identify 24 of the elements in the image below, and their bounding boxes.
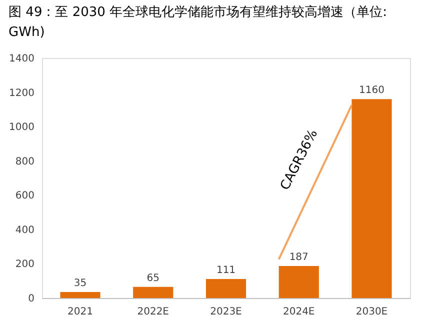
y-tick-label: 1200 — [9, 88, 34, 99]
y-tick-label: 200 — [15, 259, 34, 270]
data-label: 65 — [146, 272, 160, 284]
x-tick-label: 2021 — [68, 306, 93, 318]
data-label: 111 — [216, 264, 236, 276]
x-tick-label: 2022E — [137, 306, 170, 318]
y-tick-label: 600 — [15, 190, 34, 202]
y-tick-label: 800 — [15, 156, 34, 168]
y-tick-label: 1400 — [9, 54, 34, 64]
x-tick-label: 2030E — [356, 306, 388, 318]
y-tick-label: 0 — [28, 294, 34, 304]
y-tick-label: 1000 — [9, 122, 34, 134]
data-label: 187 — [289, 252, 308, 263]
bar — [206, 278, 246, 298]
chart-title: 图 49：至 2030 年全球电化学储能市场有望维持较高增速（单位: GWh) — [8, 4, 387, 40]
y-tick-label: 400 — [15, 224, 34, 236]
bar — [60, 292, 100, 298]
data-label: 1160 — [359, 85, 384, 96]
x-tick-label: 2023E — [210, 306, 242, 318]
x-tick-label: 2024E — [282, 306, 315, 318]
data-label: 35 — [74, 278, 87, 289]
bar — [278, 266, 319, 298]
bar — [352, 99, 392, 298]
bar — [133, 286, 174, 298]
